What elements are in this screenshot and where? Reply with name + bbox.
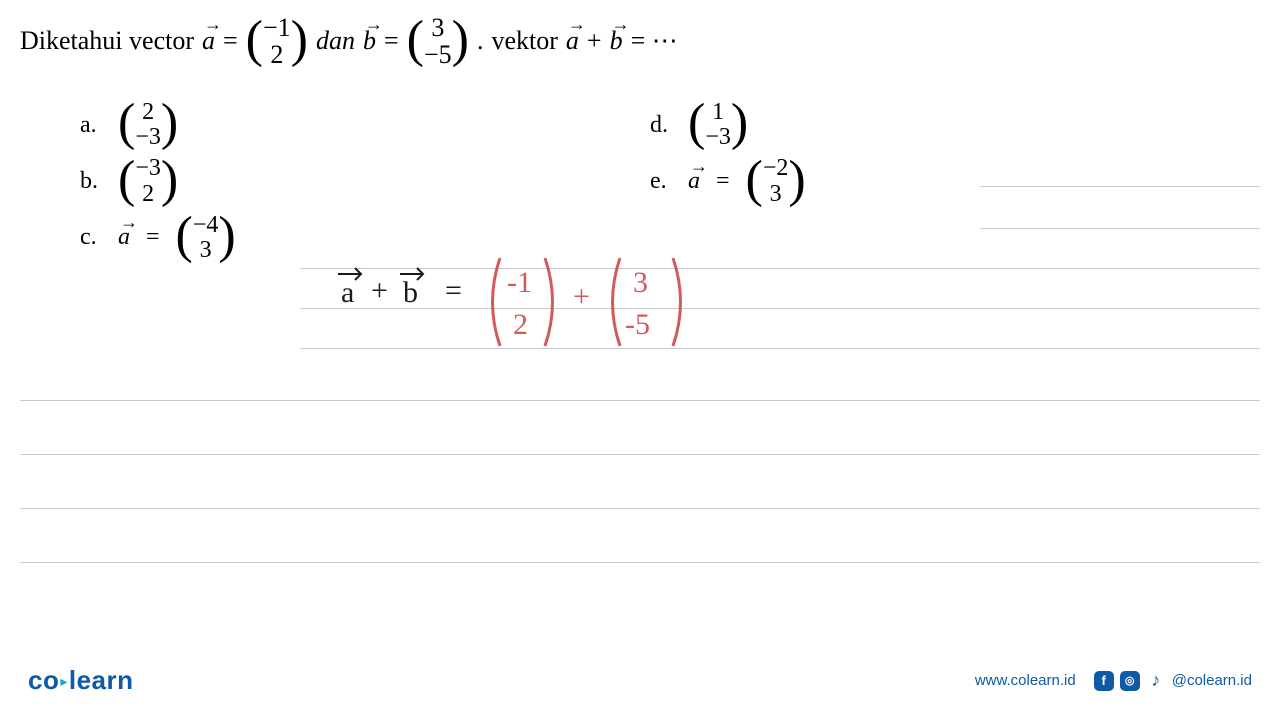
vec-a: → a xyxy=(688,168,700,195)
hw-mid-plus: + xyxy=(573,280,590,313)
vec-a: → a xyxy=(202,26,215,56)
rule-line xyxy=(20,400,1260,401)
plus-sign: + xyxy=(587,26,602,56)
vec-b: → b xyxy=(363,26,376,56)
vector-arrow-icon: → xyxy=(365,14,383,35)
column-vector-b: ( 3 −5 ) xyxy=(407,14,469,69)
equals-sign: = xyxy=(384,26,399,56)
footer-url: www.colearn.id xyxy=(975,672,1076,689)
option-a: a. ( 2−3 ) xyxy=(80,100,236,150)
vector-arrow-icon: → xyxy=(568,14,586,35)
q-dan: dan xyxy=(316,26,355,56)
paren-icon xyxy=(673,258,681,346)
vec-a: → a xyxy=(566,26,579,56)
hw-eq: = xyxy=(445,274,462,307)
rule-line xyxy=(980,228,1260,229)
instagram-icon: ◎ xyxy=(1120,671,1140,691)
option-b: b. ( −32 ) xyxy=(80,156,236,206)
options-left: a. ( 2−3 ) b. ( −32 ) c. → a = ( −43 ) xyxy=(80,100,236,269)
vector-arrow-icon: → xyxy=(690,156,708,177)
column-vector: ( −23 ) xyxy=(746,156,806,206)
rule-line xyxy=(980,186,1260,187)
column-vector: ( −32 ) xyxy=(118,156,178,206)
vector-arrow-icon: → xyxy=(612,14,630,35)
column-vector: ( 2−3 ) xyxy=(118,100,178,150)
options-right: d. ( 1−3 ) e. → a = ( −23 ) xyxy=(650,100,806,213)
hw-m2-bot: -5 xyxy=(625,308,650,341)
hw-plus: + xyxy=(371,274,388,307)
paren-icon xyxy=(613,258,621,346)
q-tail: = ⋯ xyxy=(631,26,678,56)
tiktok-icon: ♪ xyxy=(1146,671,1166,691)
question-text: Diketahui vector → a = ( −1 2 ) dan → b … xyxy=(20,14,678,69)
q-suffix: vektor xyxy=(492,26,558,56)
option-e: e. → a = ( −23 ) xyxy=(650,156,806,206)
option-d: d. ( 1−3 ) xyxy=(650,100,806,150)
equals-sign: = xyxy=(223,26,238,56)
hw-m2-top: 3 xyxy=(633,266,648,299)
paren-icon xyxy=(545,258,553,346)
vec-a: → a xyxy=(118,224,130,251)
footer-socials: f ◎ ♪ @colearn.id xyxy=(1094,671,1252,691)
column-vector-a: ( −1 2 ) xyxy=(246,14,308,69)
footer-right: www.colearn.id f ◎ ♪ @colearn.id xyxy=(975,671,1252,691)
hw-b: b xyxy=(403,276,418,309)
hw-m1-bot: 2 xyxy=(513,308,528,341)
hw-m1-top: -1 xyxy=(507,266,532,299)
q-prefix: Diketahui vector xyxy=(20,26,194,56)
column-vector: ( 1−3 ) xyxy=(688,100,748,150)
vec-b: → b xyxy=(610,26,623,56)
dot-icon: ▸ xyxy=(59,673,69,689)
q-dot: . xyxy=(477,26,484,56)
hw-a: a xyxy=(341,276,354,309)
paren-icon xyxy=(493,258,501,346)
vector-arrow-icon: → xyxy=(120,212,138,233)
social-handle: @colearn.id xyxy=(1172,672,1252,689)
rule-line xyxy=(20,454,1260,455)
footer: co▸learn www.colearn.id f ◎ ♪ @colearn.i… xyxy=(0,665,1280,696)
vector-arrow-icon: → xyxy=(204,14,222,35)
option-c: c. → a = ( −43 ) xyxy=(80,213,236,263)
facebook-icon: f xyxy=(1094,671,1114,691)
rule-line xyxy=(20,562,1260,563)
handwritten-work: a + b = -1 2 + 3 -5 xyxy=(335,252,835,372)
brand-logo: co▸learn xyxy=(28,665,134,696)
rule-line xyxy=(20,508,1260,509)
column-vector: ( −43 ) xyxy=(176,213,236,263)
